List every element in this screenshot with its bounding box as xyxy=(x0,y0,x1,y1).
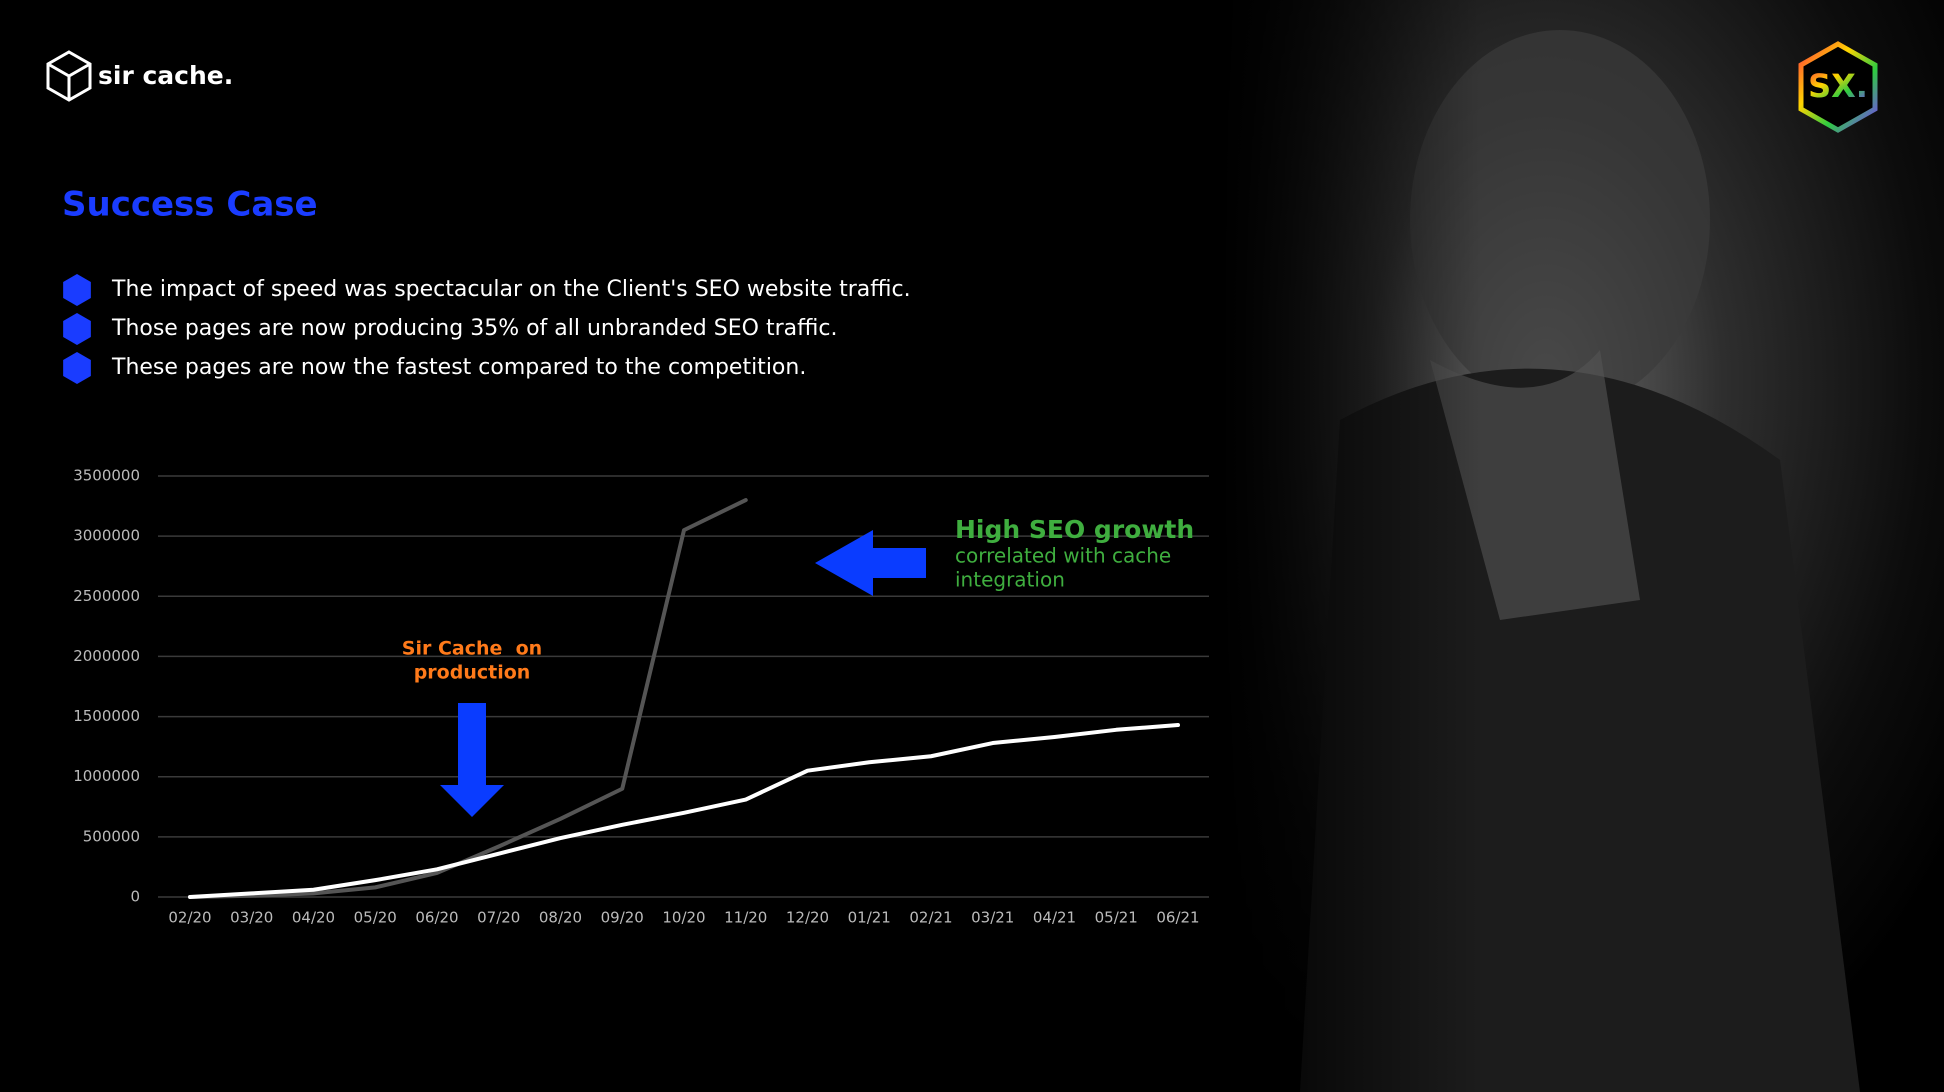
bullet-text: Those pages are now producing 35% of all… xyxy=(111,316,837,341)
x-tick-label: 08/20 xyxy=(539,909,582,927)
x-tick-label: 03/20 xyxy=(230,909,273,927)
annotation-title: High SEO growth xyxy=(955,515,1194,544)
x-tick-label: 05/20 xyxy=(354,909,397,927)
x-tick-label: 01/21 xyxy=(848,909,891,927)
brand-name: sir cache. xyxy=(98,61,233,90)
y-tick-label: 3000000 xyxy=(73,527,140,545)
annotation-text: correlated with cache xyxy=(955,544,1171,568)
x-tick-label: 05/21 xyxy=(1095,909,1138,927)
x-tick-label: 10/20 xyxy=(662,909,705,927)
bullet-icon xyxy=(63,274,91,306)
x-tick-label: 06/20 xyxy=(415,909,458,927)
badge-text: SX. xyxy=(1808,67,1868,105)
badge: SX. xyxy=(1798,41,1878,133)
arrows xyxy=(440,530,926,817)
y-tick-label: 2500000 xyxy=(73,587,140,605)
x-tick-label: 11/20 xyxy=(724,909,767,927)
y-tick-label: 1500000 xyxy=(73,707,140,725)
y-tick-label: 500000 xyxy=(83,827,140,845)
bullet-text: These pages are now the fastest compared… xyxy=(111,355,806,380)
y-tick-label: 3500000 xyxy=(73,467,140,485)
bullet-list: The impact of speed was spectacular on t… xyxy=(63,274,911,384)
x-tick-label: 04/20 xyxy=(292,909,335,927)
x-tick-label: 12/20 xyxy=(786,909,829,927)
x-tick-label: 09/20 xyxy=(601,909,644,927)
bullet-text: The impact of speed was spectacular on t… xyxy=(111,277,911,302)
x-tick-label: 07/20 xyxy=(477,909,520,927)
annotation-text: Sir Cache on xyxy=(402,638,542,660)
bullet-icon xyxy=(63,313,91,345)
photo xyxy=(1220,0,1944,1092)
x-tick-label: 04/21 xyxy=(1033,909,1076,927)
chart: 0 500000 1000000 1500000 2000000 2500000 30000… xyxy=(73,467,1209,927)
x-tick-label: 02/20 xyxy=(168,909,211,927)
logo: sir cache. xyxy=(46,50,233,102)
y-tick-label: 1000000 xyxy=(73,767,140,785)
series-line xyxy=(188,722,1180,899)
x-tick-label: 02/21 xyxy=(909,909,952,927)
annotation-text: integration xyxy=(955,568,1065,592)
x-tick-label: 06/21 xyxy=(1156,909,1199,927)
heading: Success Case xyxy=(62,185,318,225)
y-tick-label: 0 xyxy=(130,888,140,906)
bullet-icon xyxy=(63,352,91,384)
x-tick-label: 03/21 xyxy=(971,909,1014,927)
y-tick-label: 2000000 xyxy=(73,647,140,665)
annotation-text: production xyxy=(414,662,531,684)
